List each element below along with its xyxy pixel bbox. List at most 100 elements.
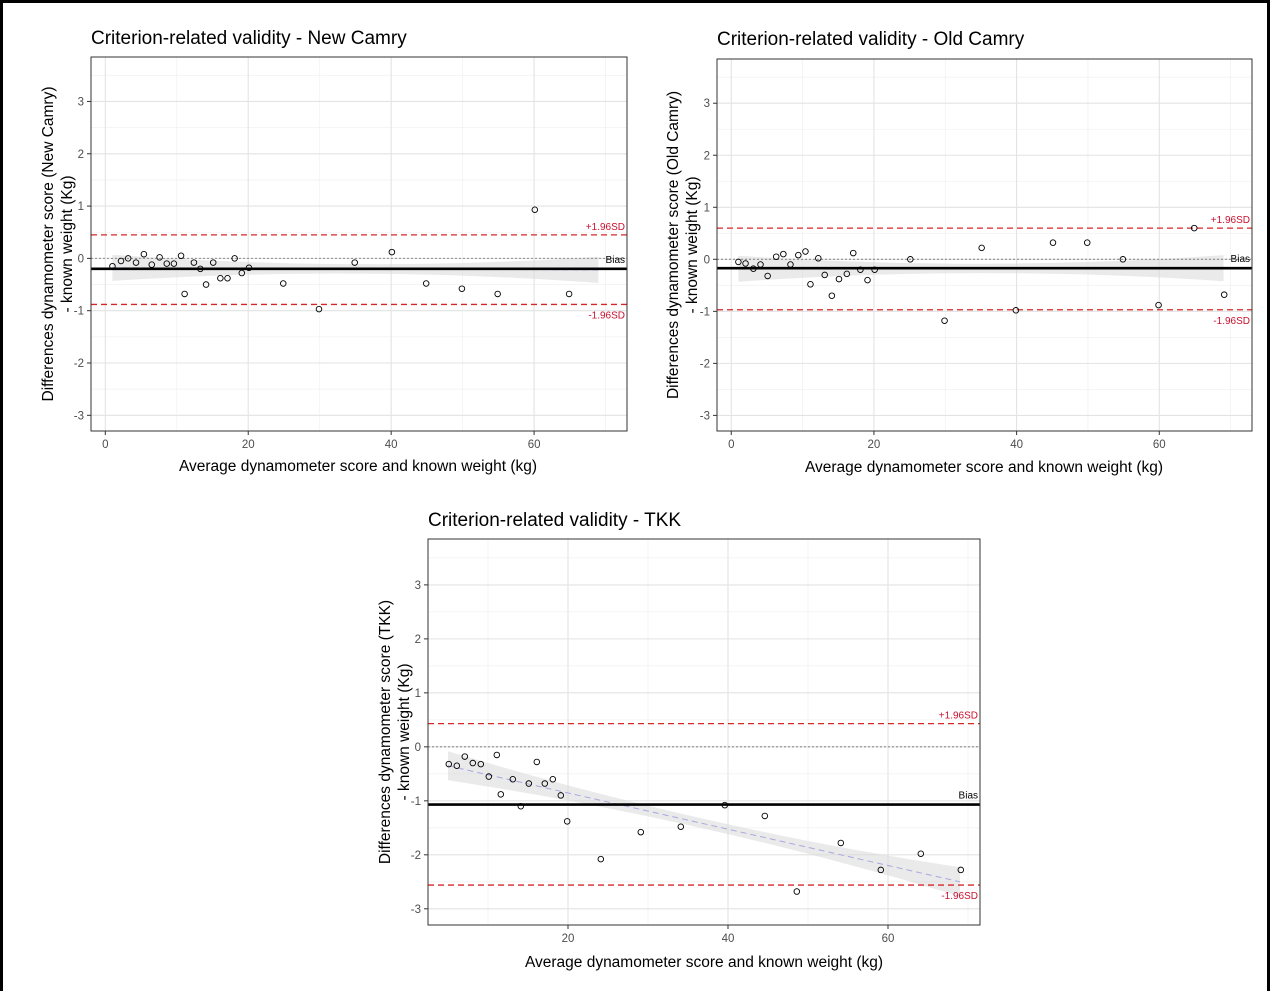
data-point <box>1220 291 1228 298</box>
y-tick-label: 3 <box>704 98 710 110</box>
data-point <box>802 248 809 255</box>
y-axis-label: Differences dynamometer score (TKK) - kno… <box>377 600 413 864</box>
y-tick-label: -1 <box>700 306 710 318</box>
data-point <box>170 260 178 267</box>
data-point <box>907 256 914 263</box>
data-point <box>563 818 571 825</box>
grid-lines <box>91 57 627 431</box>
data-point <box>541 780 549 787</box>
lower-limit-label: -1.96SD <box>941 891 978 902</box>
y-axis-label: Differences dynamometer score (Old Camry… <box>665 91 701 399</box>
upper-limit-label: +1.96SD <box>939 711 978 722</box>
x-tick-label: 40 <box>722 933 735 945</box>
y-tick-label: 0 <box>415 742 421 754</box>
data-point <box>493 751 501 759</box>
data-point <box>871 266 878 273</box>
data-point <box>117 257 125 265</box>
data-point <box>477 760 485 768</box>
data-point <box>787 261 794 268</box>
data-point <box>279 280 287 287</box>
data-point <box>245 264 253 272</box>
lower-limit-label: -1.96SD <box>1213 316 1250 327</box>
data-point <box>1119 256 1127 263</box>
bias-label: Bias <box>959 791 978 802</box>
data-point <box>721 801 729 809</box>
y-tick-label: 0 <box>704 254 710 266</box>
data-point <box>735 258 742 266</box>
y-axis-label-line: - known weight (Kg) <box>396 664 413 801</box>
data-point <box>780 250 787 258</box>
data-point <box>351 259 358 266</box>
data-point <box>795 251 802 259</box>
data-point <box>1049 239 1057 246</box>
data-point <box>132 259 140 266</box>
y-tick-label: -1 <box>411 796 421 808</box>
data-point <box>864 276 871 284</box>
data-point <box>637 828 645 836</box>
x-tick-label: 60 <box>528 439 541 451</box>
plot-background <box>91 57 627 431</box>
data-point <box>941 317 948 324</box>
data-point <box>533 758 541 766</box>
data-points <box>445 751 965 895</box>
y-tick-label: 3 <box>415 580 421 592</box>
x-axis-label: Average dynamometer score and known weig… <box>179 458 537 475</box>
y-tick-label: -1 <box>74 306 84 318</box>
chart-title: Criterion-related validity - TKK <box>428 510 681 531</box>
data-point <box>177 252 185 260</box>
data-point <box>517 802 525 810</box>
data-point <box>509 775 517 783</box>
chart-panel-2: +1.96SD -1.96SD Bias 0 20 40 60 -3 -2 -1 0 1 2 3 Crite… <box>665 29 1253 476</box>
data-point <box>238 269 246 277</box>
data-point <box>761 812 769 820</box>
y-tick-label: -2 <box>74 358 84 370</box>
plot-border <box>716 58 1253 432</box>
x-axis-label: Average dynamometer score and known weig… <box>525 954 883 971</box>
data-point <box>461 753 469 760</box>
data-point <box>190 259 198 266</box>
data-point <box>422 280 430 287</box>
y-axis-label: Differences dynamometer score (New Camry… <box>40 87 76 402</box>
data-point <box>821 271 828 279</box>
data-points <box>109 206 573 313</box>
y-tick-label: -3 <box>411 904 421 916</box>
chart-title: Criterion-related validity - Old Camry <box>717 29 1025 50</box>
x-tick-label: 60 <box>882 933 895 945</box>
chart-panel-3: +1.96SD -1.96SD Bias 20 40 60 -3 -2 -1 0 1 2 3 Criter… <box>377 510 981 971</box>
regression-line <box>447 765 961 883</box>
x-tick-label: 0 <box>728 439 734 451</box>
data-point <box>156 254 163 261</box>
data-point <box>124 255 132 262</box>
data-point <box>458 285 466 292</box>
chart-title: Criterion-related validity - New Camry <box>91 28 407 49</box>
data-point <box>163 260 171 267</box>
data-point <box>1155 301 1162 309</box>
data-point <box>497 791 505 798</box>
y-tick-label: 2 <box>78 149 84 161</box>
x-tick-label: 20 <box>242 439 255 451</box>
lower-limit-label: -1.96SD <box>588 310 625 321</box>
data-point <box>217 275 224 282</box>
bias-label: Bias <box>606 255 625 266</box>
data-point <box>597 855 605 863</box>
y-tick-label: 0 <box>78 253 84 265</box>
upper-limit-label: +1.96SD <box>586 222 625 233</box>
y-tick-label: -2 <box>411 850 421 862</box>
data-point <box>140 250 148 258</box>
y-tick-label: 2 <box>704 150 710 162</box>
data-point <box>549 775 557 783</box>
data-point <box>224 275 231 282</box>
y-axis-label-line: Differences dynamometer score (New Camry… <box>40 87 57 402</box>
data-point <box>557 792 565 799</box>
data-point <box>494 290 501 298</box>
data-point <box>757 261 764 268</box>
x-tick-label: 40 <box>385 439 398 451</box>
data-point <box>978 244 985 252</box>
data-point <box>469 759 477 767</box>
y-tick-label: -2 <box>700 358 710 370</box>
data-point <box>843 270 851 278</box>
upper-limit-label: +1.96SD <box>1211 215 1250 226</box>
y-tick-label: 1 <box>704 202 710 214</box>
data-point <box>202 281 210 288</box>
